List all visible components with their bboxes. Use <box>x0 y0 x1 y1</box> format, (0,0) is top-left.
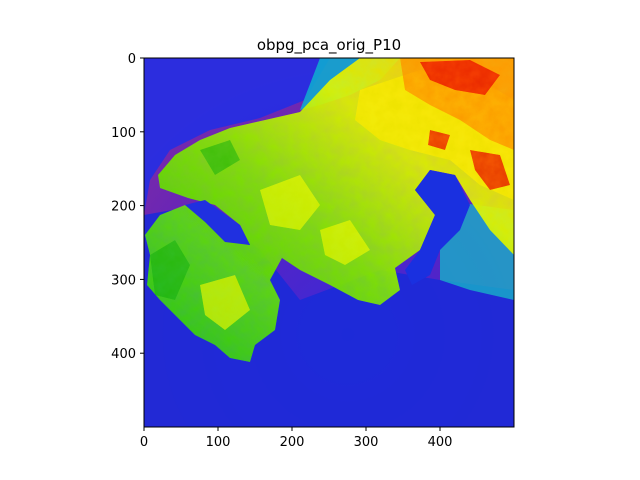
inner-bay <box>405 170 470 285</box>
x-tick-label: 400 <box>428 435 453 450</box>
x-tick-label: 100 <box>206 435 231 450</box>
axes-frame <box>143 57 515 428</box>
y-tick-label: 200 <box>111 200 136 215</box>
red-spots <box>420 60 510 190</box>
coastal-water <box>144 58 330 215</box>
y-tick-label: 0 <box>128 52 136 67</box>
green-dark <box>150 140 240 300</box>
x-axis: 0 100 200 300 400 <box>140 427 453 450</box>
chart-title: obpg_pca_orig_P10 <box>257 36 401 55</box>
y-axis: 0 100 200 300 400 <box>111 52 144 362</box>
heatmap-image <box>144 58 514 427</box>
yellow-patches <box>200 175 370 330</box>
x-tick-label: 300 <box>354 435 379 450</box>
x-tick-label: 200 <box>280 435 305 450</box>
y-tick-label: 400 <box>111 347 136 362</box>
y-tick-label: 100 <box>111 126 136 141</box>
y-tick-label: 300 <box>111 273 136 288</box>
x-tick-label: 0 <box>140 435 148 450</box>
southern-bay <box>185 200 250 245</box>
